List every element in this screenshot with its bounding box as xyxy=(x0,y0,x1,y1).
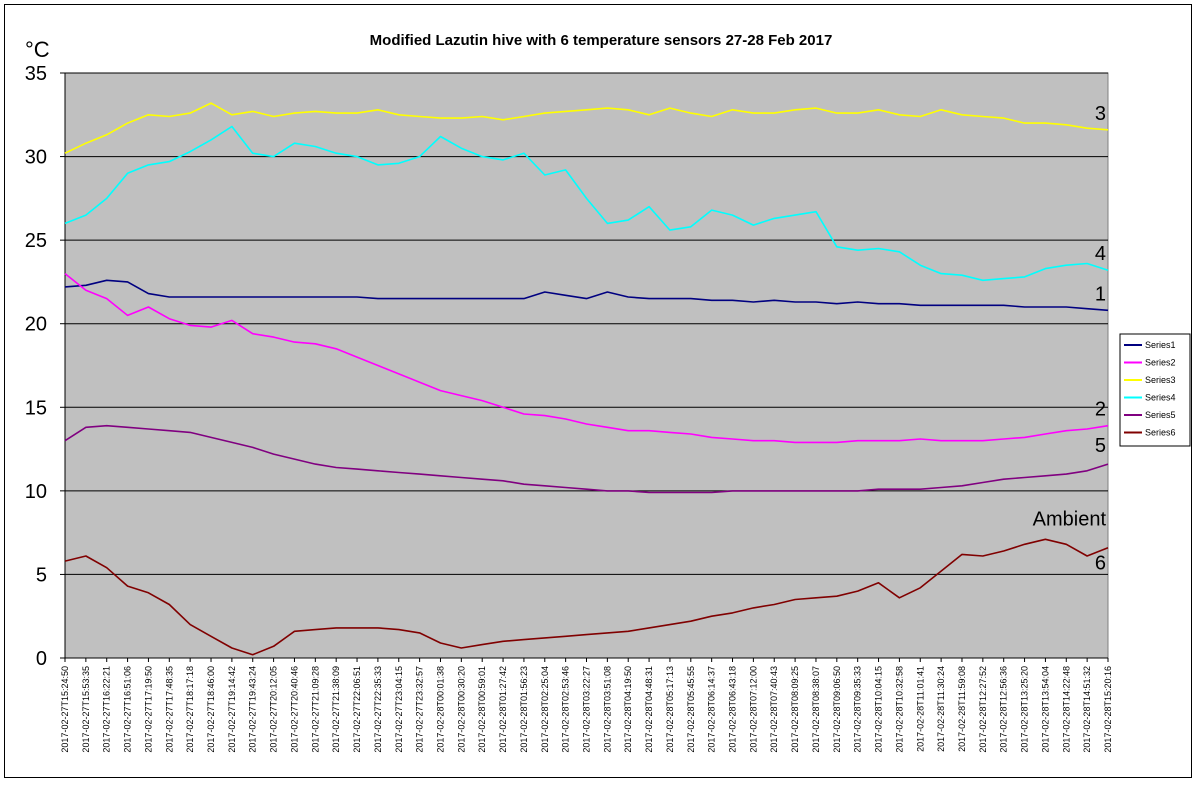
y-axis-unit-label: °C xyxy=(25,37,50,62)
x-tick-label: 2017-02-28T14:22:48 xyxy=(1061,666,1071,753)
y-tick-label: 5 xyxy=(36,564,47,586)
gridlines xyxy=(65,72,1108,659)
x-tick-label: 2017-02-28T15:20:16 xyxy=(1103,666,1113,753)
chart-title: Modified Lazutin hive with 6 temperature… xyxy=(370,32,833,49)
series-annotation: 2 xyxy=(1095,399,1106,421)
x-tick-label: 2017-02-28T06:14:37 xyxy=(707,666,717,753)
x-tick-label: 2017-02-28T14:51:32 xyxy=(1082,666,1092,753)
x-tick-label: 2017-02-28T01:27:42 xyxy=(498,666,508,753)
x-tick-label: 2017-02-28T13:54:04 xyxy=(1040,666,1050,753)
x-tick-label: 2017-02-28T09:06:50 xyxy=(832,666,842,753)
x-tick-label: 2017-02-28T03:51:08 xyxy=(602,666,612,753)
x-tick-label: 2017-02-28T03:22:27 xyxy=(582,666,592,753)
legend-label: Series3 xyxy=(1145,375,1176,385)
series-annotations: 3 4 1 2 5 Ambient 6 xyxy=(1033,103,1107,575)
x-tick-label: 2017-02-28T08:09:25 xyxy=(790,666,800,753)
series-annotation: 1 xyxy=(1095,283,1106,305)
line-chart: Modified Lazutin hive with 6 temperature… xyxy=(25,32,1191,753)
y-tick-label: 35 xyxy=(25,63,47,85)
x-axis-ticks: 2017-02-27T15:24:50 2017-02-27T15:53:35 20… xyxy=(60,658,1113,753)
x-tick-label: 2017-02-27T15:53:35 xyxy=(81,666,91,753)
x-tick-label: 2017-02-27T22:06:51 xyxy=(352,666,362,753)
x-tick-label: 2017-02-28T10:04:15 xyxy=(874,666,884,753)
x-tick-label: 2017-02-27T19:43:24 xyxy=(248,666,258,753)
x-tick-label: 2017-02-27T17:48:35 xyxy=(164,666,174,753)
x-tick-label: 2017-02-28T04:19:50 xyxy=(623,666,633,753)
legend-label: Series2 xyxy=(1145,358,1176,368)
x-tick-label: 2017-02-28T05:45:55 xyxy=(686,666,696,753)
x-tick-label: 2017-02-28T00:59:01 xyxy=(477,666,487,753)
x-tick-label: 2017-02-27T20:12:05 xyxy=(269,666,279,753)
x-tick-label: 2017-02-27T20:40:46 xyxy=(289,666,299,753)
x-tick-label: 2017-02-28T10:32:58 xyxy=(894,666,904,753)
series-line-6 xyxy=(64,538,1109,656)
x-tick-label: 2017-02-27T19:14:42 xyxy=(227,666,237,753)
x-tick-label: 2017-02-27T16:51:06 xyxy=(123,666,133,753)
x-tick-label: 2017-02-28T09:35:33 xyxy=(853,666,863,753)
legend-label: Series4 xyxy=(1145,393,1176,403)
y-tick-label: 25 xyxy=(25,230,47,252)
x-tick-label: 2017-02-27T23:32:57 xyxy=(415,666,425,753)
x-tick-label: 2017-02-27T21:09:28 xyxy=(310,666,320,753)
x-tick-label: 2017-02-28T01:56:23 xyxy=(519,666,529,753)
series-line-2 xyxy=(64,272,1109,444)
x-tick-label: 2017-02-28T13:25:20 xyxy=(1020,666,1030,753)
legend: Series1 Series2 Series3 Series4 Series5 Serie… xyxy=(1119,333,1191,447)
y-tick-label: 20 xyxy=(25,314,47,336)
series-annotation: 3 xyxy=(1095,103,1106,125)
series-annotation: 5 xyxy=(1095,435,1106,457)
x-tick-label: 2017-02-28T12:56:36 xyxy=(999,666,1009,753)
series-annotation: 6 xyxy=(1095,553,1106,575)
x-tick-label: 2017-02-27T18:17:18 xyxy=(185,666,195,753)
x-tick-label: 2017-02-27T18:46:00 xyxy=(206,666,216,753)
x-tick-label: 2017-02-28T11:59:08 xyxy=(957,666,967,752)
y-tick-label: 0 xyxy=(36,648,47,670)
x-tick-label: 2017-02-28T06:43:18 xyxy=(728,666,738,753)
legend-label: Series6 xyxy=(1145,428,1176,438)
series-line-5 xyxy=(64,424,1109,494)
x-tick-label: 2017-02-27T22:35:33 xyxy=(373,666,383,753)
x-tick-label: 2017-02-28T08:38:07 xyxy=(811,666,821,753)
x-tick-label: 2017-02-28T11:01:41 xyxy=(915,666,925,752)
chart-frame: Modified Lazutin hive with 6 temperature… xyxy=(4,4,1192,778)
series-line-1 xyxy=(64,279,1109,312)
x-tick-label: 2017-02-27T15:24:50 xyxy=(60,666,70,753)
series-annotation: Ambient xyxy=(1033,509,1107,531)
x-tick-label: 2017-02-28T07:40:43 xyxy=(769,666,779,753)
x-tick-label: 2017-02-27T23:04:15 xyxy=(394,666,404,753)
plot-area xyxy=(64,72,1109,659)
series-line-4 xyxy=(64,125,1109,282)
series-annotation: 4 xyxy=(1095,243,1106,265)
x-tick-label: 2017-02-28T12:27:52 xyxy=(978,666,988,753)
x-tick-label: 2017-02-28T00:30:20 xyxy=(456,666,466,753)
y-tick-label: 10 xyxy=(25,481,47,503)
legend-label: Series5 xyxy=(1145,410,1176,420)
x-tick-label: 2017-02-27T21:38:09 xyxy=(331,666,341,753)
x-tick-label: 2017-02-28T00:01:38 xyxy=(435,666,445,753)
x-tick-label: 2017-02-27T17:19:50 xyxy=(143,666,153,753)
x-tick-label: 2017-02-28T11:30:24 xyxy=(936,666,946,752)
y-tick-label: 15 xyxy=(25,397,47,419)
x-tick-label: 2017-02-28T04:48:31 xyxy=(644,666,654,753)
x-tick-label: 2017-02-28T02:53:46 xyxy=(561,666,571,753)
legend-box xyxy=(1119,333,1191,447)
series-line-3 xyxy=(64,102,1109,154)
legend-label: Series1 xyxy=(1145,340,1176,350)
x-tick-label: 2017-02-28T05:17:13 xyxy=(665,666,675,753)
y-tick-label: 30 xyxy=(25,147,47,169)
x-tick-label: 2017-02-27T16:22:21 xyxy=(102,666,112,753)
series-lines xyxy=(64,102,1109,656)
x-tick-label: 2017-02-28T07:12:00 xyxy=(748,666,758,753)
x-tick-label: 2017-02-28T02:25:04 xyxy=(540,666,550,753)
